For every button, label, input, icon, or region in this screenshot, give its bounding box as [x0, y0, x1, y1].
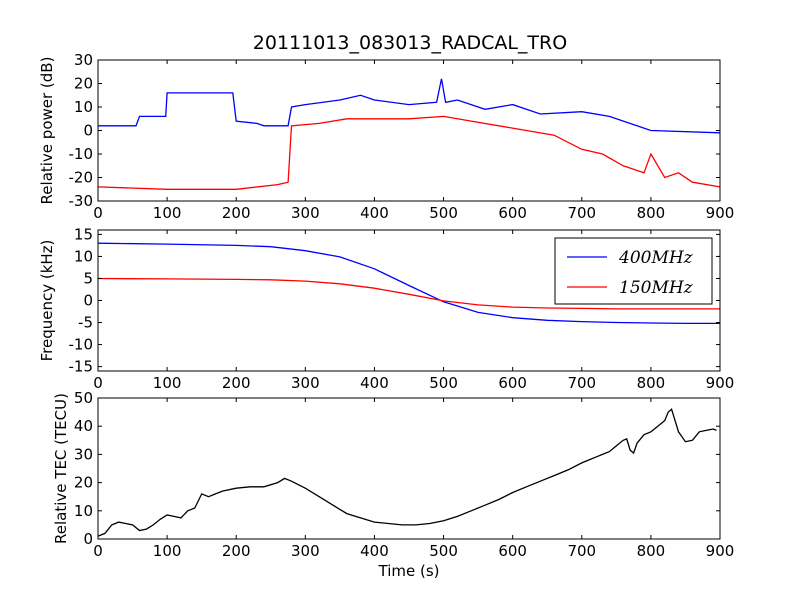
- frequency-ylabel: Frequency (kHz): [38, 240, 56, 362]
- relative-power-axes-frame: [97, 59, 721, 202]
- legend-label-150mhz: 150MHz: [619, 278, 694, 298]
- relative-tec-xtick-label: 500: [429, 542, 458, 560]
- frequency-legend: 400MHz 150MHz: [554, 237, 713, 305]
- relative-tec-xtick-label: 0: [93, 542, 103, 560]
- legend-box: [554, 237, 713, 305]
- frequency-xtick-label: 0: [93, 374, 103, 392]
- frequency-ytick-label: -5: [78, 314, 93, 332]
- figure-title: 20111013_083013_RADCAL_TRO: [253, 32, 567, 54]
- frequency-ytick-label: 5: [83, 269, 93, 287]
- frequency-xtick-label: 100: [153, 374, 182, 392]
- relative-tec-xtick-label: 700: [567, 542, 596, 560]
- relative-power-ytick-label: 0: [83, 122, 93, 140]
- relative-tec-xlabel: Time (s): [378, 562, 440, 580]
- relative-tec-series-0-line: [98, 408, 717, 537]
- relative-power-xtick-label: 0: [93, 204, 103, 222]
- frequency-ytick-label: 0: [83, 292, 93, 310]
- relative-tec-xtick-label: 400: [360, 542, 389, 560]
- relative-power-xtick-label: 300: [291, 204, 320, 222]
- relative-tec-xtick-label: 100: [153, 542, 182, 560]
- relative-power-ytick-label: 30: [74, 51, 93, 69]
- relative-power-xtick-label: 200: [222, 204, 251, 222]
- frequency-xtick-label: 500: [429, 374, 458, 392]
- legend-label-400mhz: 400MHz: [618, 248, 694, 268]
- frequency-xtick-label: 400: [360, 374, 389, 392]
- relative-power-xtick-label: 600: [498, 204, 527, 222]
- relative-power-xtick-label: 800: [637, 204, 666, 222]
- relative-tec-xtick-label: 300: [291, 542, 320, 560]
- relative-tec-ylabel: Relative TEC (TECU): [52, 393, 70, 544]
- relative-tec-xtick-label: 200: [222, 542, 251, 560]
- frequency-ytick-label: 10: [74, 247, 93, 265]
- relative-power-xtick-label: 100: [153, 204, 182, 222]
- relative-tec-ytick-label: 40: [74, 417, 93, 435]
- panel-relative-power: 0 100 200 300 400 500 600 700 800 900 -30 -20 -10 0 10…: [38, 51, 734, 222]
- relative-tec-xtick-label: 600: [498, 542, 527, 560]
- relative-tec-ytick-label: 0: [83, 530, 93, 548]
- frequency-ytick-label: -10: [69, 336, 94, 354]
- relative-power-ytick-label: 10: [74, 98, 93, 116]
- relative-power-xtick-label: 500: [429, 204, 458, 222]
- relative-power-ytick-label: -20: [69, 169, 94, 187]
- relative-tec-xtick-label: 800: [637, 542, 666, 560]
- frequency-xtick-label: 200: [222, 374, 251, 392]
- relative-tec-ytick-label: 20: [74, 474, 93, 492]
- frequency-xtick-label: 700: [567, 374, 596, 392]
- frequency-series-400mhz-line: [98, 242, 720, 325]
- relative-tec-axes-frame: [97, 397, 721, 540]
- relative-tec-xtick-label: 900: [706, 542, 735, 560]
- frequency-xtick-label: 600: [498, 374, 527, 392]
- relative-power-xtick-label: 900: [706, 204, 735, 222]
- relative-power-series-0-line: [98, 78, 720, 134]
- frequency-xtick-label: 800: [637, 374, 666, 392]
- relative-power-ytick-label: -30: [69, 192, 94, 210]
- relative-power-xtick-label: 700: [567, 204, 596, 222]
- frequency-xtick-label: 300: [291, 374, 320, 392]
- relative-tec-ytick-label: 10: [74, 502, 93, 520]
- frequency-ytick-label: -15: [69, 358, 94, 376]
- frequency-ytick-label: 15: [74, 225, 93, 243]
- relative-power-ytick-label: -10: [69, 145, 94, 163]
- relative-power-ylabel: Relative power (dB): [38, 57, 56, 205]
- frequency-xtick-label: 900: [706, 374, 735, 392]
- relative-power-xtick-label: 400: [360, 204, 389, 222]
- panel-frequency: 0 100 200 300 400 500 600 700 800 900 -15 -10 -5 0 5 10…: [38, 225, 734, 392]
- relative-tec-ytick-label: 30: [74, 445, 93, 463]
- relative-power-ytick-label: 20: [74, 75, 93, 93]
- frequency-series-150mhz-line: [98, 277, 720, 310]
- relative-tec-ytick-label: 50: [74, 389, 93, 407]
- relative-power-series-1-line: [98, 115, 720, 190]
- panel-relative-tec: 0 100 200 300 400 500 600 700 800 900 0 10 20 30 40 50R…: [52, 389, 734, 580]
